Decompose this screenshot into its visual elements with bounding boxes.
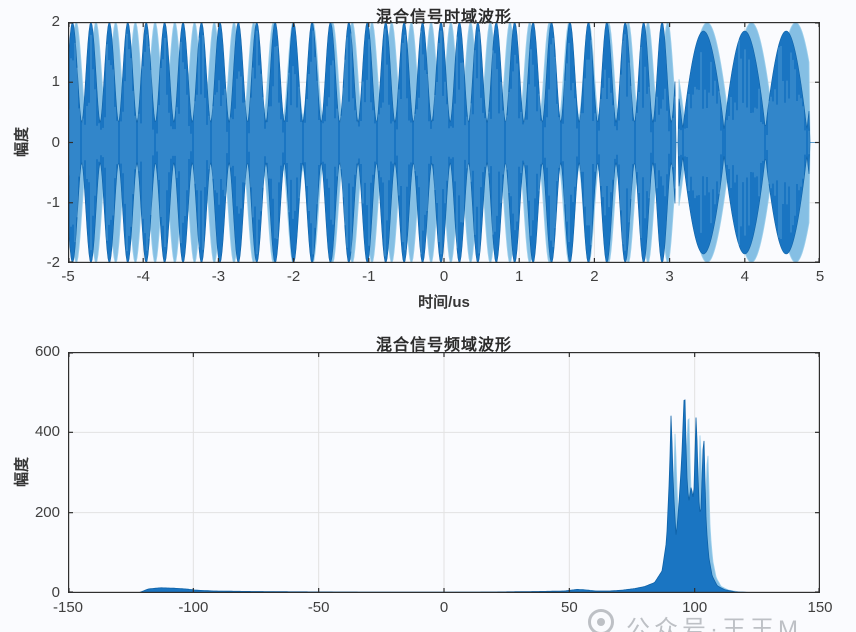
x-tick-label: 5 <box>815 268 825 285</box>
x-tick-label: 1 <box>515 268 524 285</box>
x-tick-label: 150 <box>807 599 833 616</box>
x-tick-label: -4 <box>136 268 150 285</box>
y-tick-label: 0 <box>51 584 60 601</box>
y-tick-label: -2 <box>46 254 60 271</box>
x-tick-label: -3 <box>211 268 226 285</box>
x-tick-label: 4 <box>740 268 749 285</box>
x-tick-label: 0 <box>439 268 449 285</box>
time-plot-title: 混合信号时域波形 <box>375 9 512 26</box>
watermark: 公众号·王王M <box>588 609 802 632</box>
y-tick-label: 2 <box>51 13 60 30</box>
x-tick-label: -50 <box>307 599 330 616</box>
time-plot-xlabel: 时间/us <box>418 294 470 311</box>
x-tick-label: -5 <box>61 268 75 285</box>
y-tick-label: 200 <box>34 503 60 521</box>
x-tick-label: 0 <box>439 599 449 616</box>
time-domain-plot <box>68 22 820 263</box>
x-tick-label: -2 <box>286 268 301 285</box>
x-tick-label: -100 <box>178 599 209 616</box>
x-tick-label: -150 <box>52 599 84 616</box>
frequency-domain-plot <box>68 352 820 593</box>
x-tick-label: 2 <box>590 268 599 285</box>
watermark-text: 公众号·王王M <box>626 616 802 632</box>
y-tick-label: 1 <box>51 73 60 91</box>
x-tick-label: 3 <box>665 268 674 285</box>
freq-plot-title: 混合信号频域波形 <box>375 337 512 354</box>
x-tick-label: -1 <box>362 268 376 285</box>
x-tick-label: 50 <box>560 599 578 616</box>
freq-plot-ylabel: 幅度 <box>13 456 31 488</box>
y-tick-label: -1 <box>46 193 60 211</box>
y-tick-label: 400 <box>34 423 60 441</box>
y-tick-label: 600 <box>34 343 60 360</box>
x-tick-label: 100 <box>682 599 708 616</box>
y-tick-label: 0 <box>51 133 60 151</box>
publisher-logo-icon <box>588 609 614 632</box>
